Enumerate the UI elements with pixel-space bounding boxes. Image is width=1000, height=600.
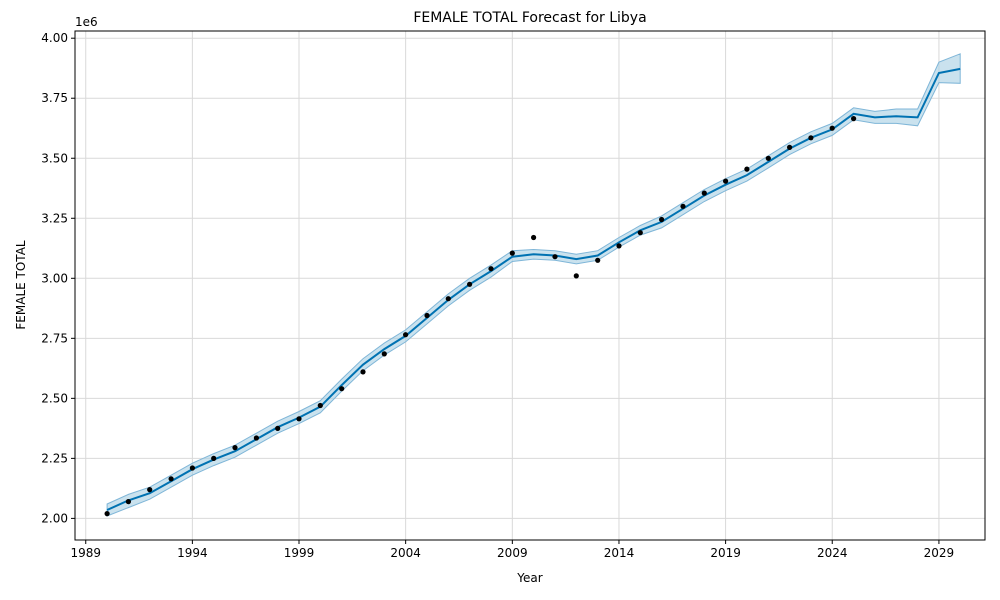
observed-point [829,125,835,131]
observed-point [275,425,281,431]
x-tick-label: 2004 [390,546,421,560]
observed-point [552,254,558,260]
observed-point [488,266,494,272]
y-axis-ticks: 2.00 2.25 2.50 2.75 3.00 3.25 3.50 3.75 4.00 [41,31,75,525]
y-tick-label: 3.00 [41,271,68,285]
y-tick-label: 2.25 [41,451,68,465]
observed-point [701,190,707,196]
x-tick-label: 1999 [284,546,315,560]
observed-point [509,250,515,256]
x-axis-label: Year [516,571,542,585]
observed-point [189,465,195,471]
observed-point [595,257,601,263]
observed-point [680,203,686,209]
observed-point [659,216,665,223]
y-tick-label: 2.75 [41,331,68,345]
y-tick-label: 2.00 [41,511,68,525]
observed-point [467,281,473,287]
observed-point [360,369,366,375]
observed-point [723,178,729,184]
observed-points [104,116,857,517]
chart-title: FEMALE TOTAL Forecast for Libya [413,10,646,26]
observed-point [125,499,131,505]
observed-point [317,402,323,409]
forecast-line [106,67,961,511]
plot-frame [74,30,986,541]
x-tick-label: 1994 [177,546,208,560]
observed-point [808,135,814,141]
observed-point [403,332,409,338]
observed-point [765,155,771,161]
x-tick-label: 2029 [924,546,955,560]
observed-point [168,476,174,482]
x-tick-label: 2009 [497,546,528,560]
y-multiplier-label: 1e6 [75,15,98,29]
observed-point [232,445,238,451]
observed-point [573,273,579,279]
y-tick-label: 3.75 [41,91,68,105]
observed-point [381,351,387,357]
x-tick-label: 2024 [817,546,848,560]
observed-point [211,455,217,461]
observed-point [104,510,110,517]
x-tick-label: 2019 [710,546,741,560]
observed-point [445,296,451,302]
observed-point [637,230,643,236]
observed-point [339,386,345,392]
observed-point [424,312,430,319]
y-tick-label: 2.50 [41,391,68,405]
observed-point [787,144,793,150]
y-tick-label: 3.50 [41,151,68,165]
observed-point [851,116,857,122]
x-tick-label: 2014 [604,546,635,560]
observed-point [616,243,622,249]
observed-point [147,487,153,493]
x-tick-label: 1989 [70,546,101,560]
y-axis-label: FEMALE TOTAL [14,240,28,330]
y-tick-label: 4.00 [41,31,68,45]
observed-point [253,435,259,441]
observed-point [744,166,750,172]
observed-point [296,416,302,422]
x-axis-ticks: 1989 1994 1999 2004 2009 2014 2019 2024 2029 [70,540,954,560]
observed-point [531,234,537,241]
y-tick-label: 3.25 [41,211,68,225]
